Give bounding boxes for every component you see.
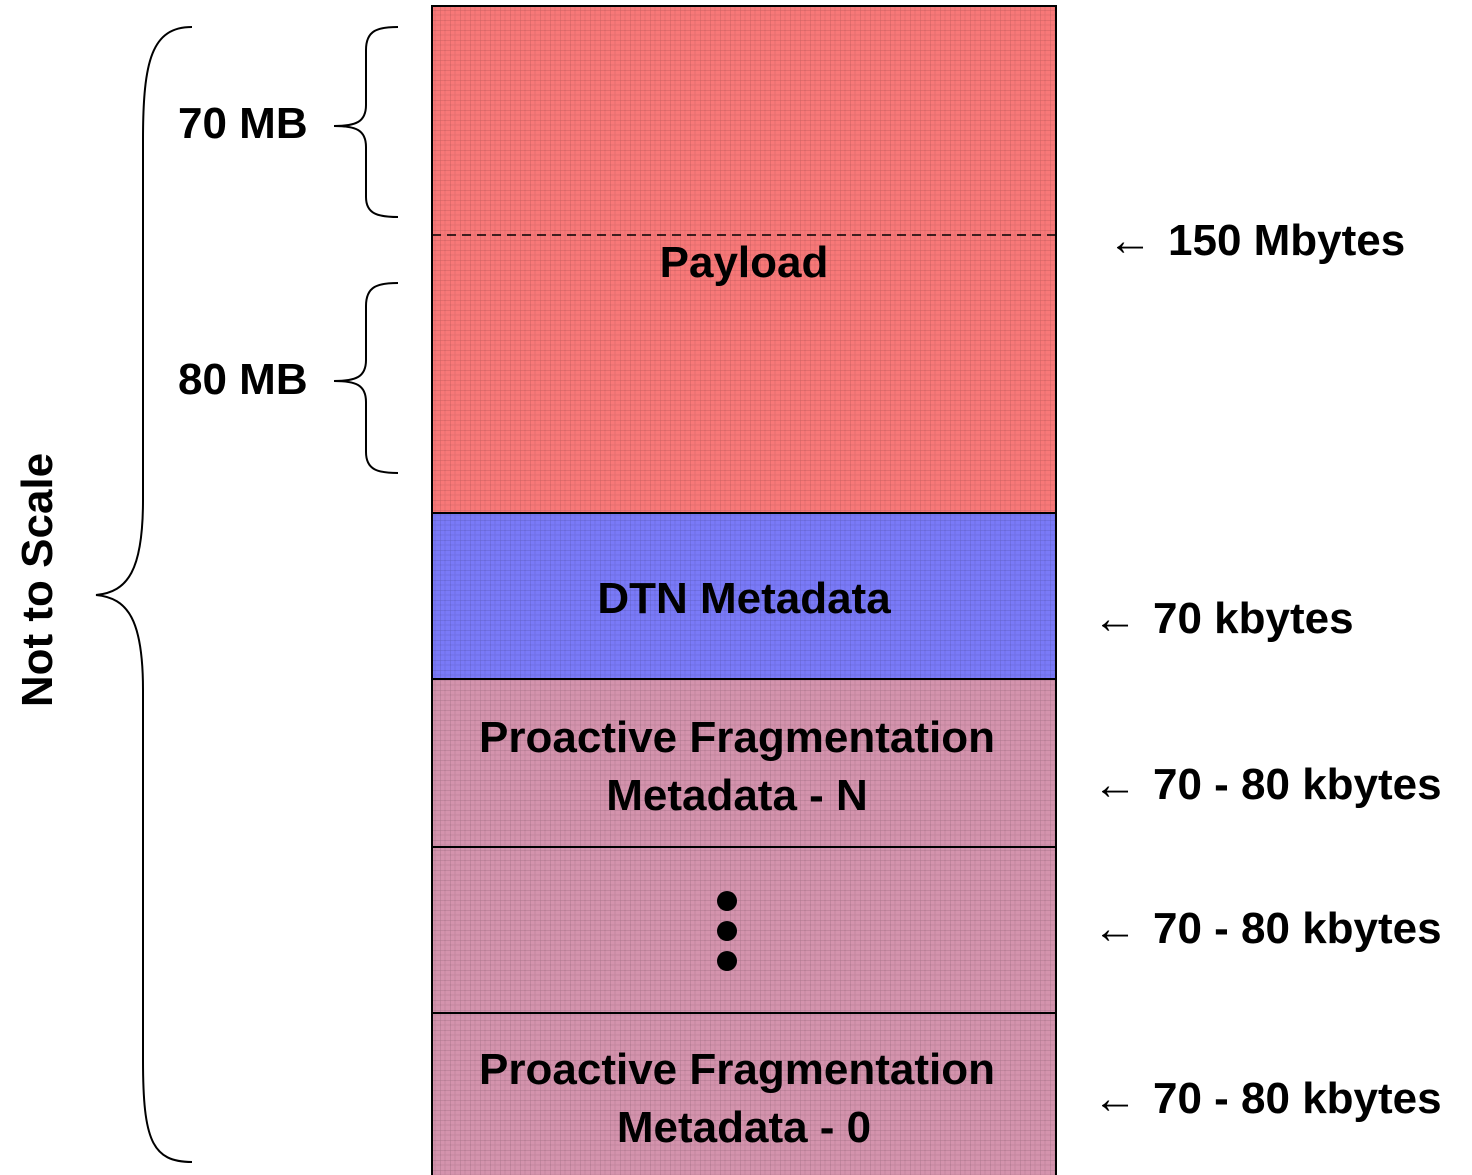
- frag-metadata-0-block: Proactive Fragmentation Metadata - 0: [431, 1012, 1057, 1175]
- not-to-scale-label: Not to Scale: [13, 453, 62, 707]
- payload-label: Payload: [660, 238, 829, 287]
- size-annotation-frag-0: ← 70 - 80 kbytes: [1093, 1074, 1442, 1123]
- size-annotation-payload: ← 150 Mbytes: [1108, 216, 1405, 265]
- brace-70mb: [333, 26, 399, 218]
- payload-grid: [432, 6, 1056, 513]
- arrow-icon: ←: [1093, 1074, 1137, 1123]
- ellipsis-dot-1: [717, 891, 737, 911]
- dtn-grid: [432, 513, 1056, 679]
- payload-upper-part-label: 70 MB: [178, 99, 308, 148]
- frag-0-label-line1: Proactive Fragmentation: [479, 1045, 995, 1094]
- frag-n-grid: [432, 679, 1056, 847]
- dtn-metadata-block: DTN Metadata: [431, 512, 1057, 680]
- frag-mid-size-label: 70 - 80 kbytes: [1153, 904, 1442, 953]
- frag-0-label-line2: Metadata - 0: [617, 1103, 871, 1152]
- size-annotation-frag-n: ← 70 - 80 kbytes: [1093, 760, 1442, 809]
- frag-n-label-line1: Proactive Fragmentation: [479, 713, 995, 762]
- payload-block: Payload: [431, 5, 1057, 514]
- frag-metadata-n-block: Proactive Fragmentation Metadata - N: [431, 678, 1057, 848]
- arrow-icon: ←: [1108, 216, 1152, 265]
- payload-lower-part-label: 80 MB: [178, 355, 308, 404]
- size-annotation-dtn: ← 70 kbytes: [1093, 594, 1354, 643]
- ellipsis-dot-2: [717, 921, 737, 941]
- frag-0-size-label: 70 - 80 kbytes: [1153, 1074, 1442, 1123]
- frag-n-size-label: 70 - 80 kbytes: [1153, 760, 1442, 809]
- frag-mid-grid: [432, 847, 1056, 1013]
- brace-not-to-scale: [95, 26, 193, 1163]
- arrow-icon: ←: [1093, 904, 1137, 953]
- dtn-size-label: 70 kbytes: [1153, 594, 1354, 643]
- arrow-icon: ←: [1093, 594, 1137, 643]
- size-annotation-frag-mid: ← 70 - 80 kbytes: [1093, 904, 1442, 953]
- dtn-metadata-label: DTN Metadata: [597, 574, 891, 623]
- arrow-icon: ←: [1093, 760, 1137, 809]
- frag-metadata-mid-block: [431, 846, 1057, 1014]
- frag-n-label-line2: Metadata - N: [606, 771, 868, 820]
- payload-size-label: 150 Mbytes: [1168, 216, 1405, 265]
- brace-80mb: [333, 282, 399, 474]
- ellipsis-dot-3: [717, 951, 737, 971]
- frag-0-grid: [432, 1013, 1056, 1175]
